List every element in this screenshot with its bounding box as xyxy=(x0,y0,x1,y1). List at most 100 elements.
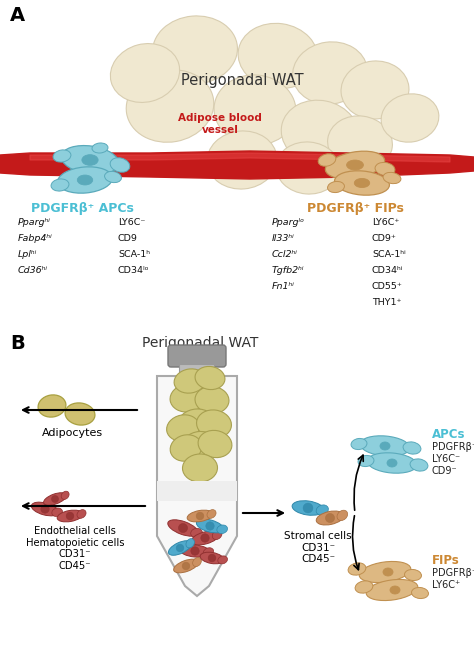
Ellipse shape xyxy=(201,534,209,543)
Ellipse shape xyxy=(318,154,336,166)
Text: PDGFRβ⁺ APCs: PDGFRβ⁺ APCs xyxy=(30,202,134,215)
Text: Perigonadal WAT: Perigonadal WAT xyxy=(142,336,258,350)
Text: LY6C⁻: LY6C⁻ xyxy=(118,218,146,227)
Ellipse shape xyxy=(328,116,392,170)
Ellipse shape xyxy=(218,556,228,564)
Ellipse shape xyxy=(217,525,228,533)
Ellipse shape xyxy=(31,502,59,516)
Ellipse shape xyxy=(358,455,374,466)
Ellipse shape xyxy=(57,167,112,193)
Text: Fabp4ʰⁱ: Fabp4ʰⁱ xyxy=(18,234,53,243)
Text: LY6C⁺: LY6C⁺ xyxy=(432,580,460,590)
Ellipse shape xyxy=(174,369,206,393)
Ellipse shape xyxy=(110,43,180,102)
Text: Fn1ʰⁱ: Fn1ʰⁱ xyxy=(272,282,295,291)
Ellipse shape xyxy=(325,151,384,179)
Text: LY6C⁺: LY6C⁺ xyxy=(372,218,400,227)
Ellipse shape xyxy=(77,175,93,185)
Ellipse shape xyxy=(197,410,231,438)
Text: PDGFRβ⁺ FIPs: PDGFRβ⁺ FIPs xyxy=(307,202,403,215)
Ellipse shape xyxy=(105,171,121,182)
Ellipse shape xyxy=(196,519,224,533)
Text: CD9⁺: CD9⁺ xyxy=(372,234,397,243)
Ellipse shape xyxy=(281,100,359,166)
Text: Perigonadal WAT: Perigonadal WAT xyxy=(181,73,303,87)
Ellipse shape xyxy=(41,505,49,513)
Ellipse shape xyxy=(195,367,225,390)
Text: B: B xyxy=(10,334,25,353)
Text: CD34ˡᵒ: CD34ˡᵒ xyxy=(118,266,150,275)
Ellipse shape xyxy=(92,143,108,153)
Ellipse shape xyxy=(170,384,206,412)
Ellipse shape xyxy=(212,530,222,540)
Ellipse shape xyxy=(52,495,58,502)
Bar xyxy=(180,364,215,376)
Text: FIPs: FIPs xyxy=(432,554,460,567)
Text: CD55⁺: CD55⁺ xyxy=(372,282,403,291)
Ellipse shape xyxy=(153,16,237,84)
Ellipse shape xyxy=(65,403,95,425)
Ellipse shape xyxy=(351,438,367,449)
Ellipse shape xyxy=(348,563,366,575)
Ellipse shape xyxy=(206,522,214,530)
Ellipse shape xyxy=(61,491,69,499)
Ellipse shape xyxy=(178,409,216,439)
Polygon shape xyxy=(157,376,237,596)
Ellipse shape xyxy=(38,395,66,417)
Ellipse shape xyxy=(410,459,428,471)
Ellipse shape xyxy=(214,75,296,145)
Ellipse shape xyxy=(359,562,411,583)
Text: Endothelial cells
Hematopoietic cells
CD31⁻
CD45⁻: Endothelial cells Hematopoietic cells CD… xyxy=(26,526,124,571)
Ellipse shape xyxy=(66,512,74,520)
Ellipse shape xyxy=(53,150,71,162)
Ellipse shape xyxy=(356,173,371,183)
Ellipse shape xyxy=(191,528,202,537)
Ellipse shape xyxy=(203,548,214,556)
Ellipse shape xyxy=(292,501,324,515)
Ellipse shape xyxy=(200,552,224,564)
Ellipse shape xyxy=(180,545,210,557)
Polygon shape xyxy=(0,151,474,179)
Text: CD34ʰⁱ: CD34ʰⁱ xyxy=(372,266,403,275)
Text: Ccl2ʰⁱ: Ccl2ʰⁱ xyxy=(272,250,298,259)
Text: A: A xyxy=(10,6,25,25)
Ellipse shape xyxy=(170,435,202,461)
Text: Il33ʰⁱ: Il33ʰⁱ xyxy=(272,234,295,243)
Text: APCs: APCs xyxy=(432,428,465,440)
Text: PDGFRβ⁺: PDGFRβ⁺ xyxy=(432,568,474,578)
Text: Adipocytes: Adipocytes xyxy=(41,428,102,438)
Ellipse shape xyxy=(191,531,219,545)
Ellipse shape xyxy=(404,569,421,581)
Bar xyxy=(157,481,237,501)
Text: Lplʰⁱ: Lplʰⁱ xyxy=(18,250,37,259)
Ellipse shape xyxy=(337,510,347,521)
Ellipse shape xyxy=(126,70,214,142)
Ellipse shape xyxy=(191,547,199,555)
Ellipse shape xyxy=(82,155,98,165)
Ellipse shape xyxy=(61,146,119,174)
Ellipse shape xyxy=(173,559,198,573)
Polygon shape xyxy=(30,153,450,162)
Ellipse shape xyxy=(57,510,83,522)
Ellipse shape xyxy=(335,171,390,195)
Ellipse shape xyxy=(182,432,218,461)
Ellipse shape xyxy=(168,520,198,536)
Ellipse shape xyxy=(292,42,367,104)
Text: Stromal cells
CD31⁻
CD45⁻: Stromal cells CD31⁻ CD45⁻ xyxy=(284,531,352,564)
Ellipse shape xyxy=(178,523,188,533)
Text: Ppargˡᵒ: Ppargˡᵒ xyxy=(272,218,305,227)
Text: SCA-1ʰⁱ: SCA-1ʰⁱ xyxy=(372,250,406,259)
Ellipse shape xyxy=(375,163,395,176)
Ellipse shape xyxy=(44,493,66,505)
Ellipse shape xyxy=(176,544,184,552)
Ellipse shape xyxy=(196,512,204,520)
Ellipse shape xyxy=(367,453,417,473)
Ellipse shape xyxy=(207,510,216,518)
Ellipse shape xyxy=(381,94,439,142)
Ellipse shape xyxy=(346,160,364,170)
Ellipse shape xyxy=(316,511,344,525)
Ellipse shape xyxy=(198,430,232,458)
Ellipse shape xyxy=(380,442,390,450)
Ellipse shape xyxy=(207,131,277,189)
Ellipse shape xyxy=(355,581,373,593)
